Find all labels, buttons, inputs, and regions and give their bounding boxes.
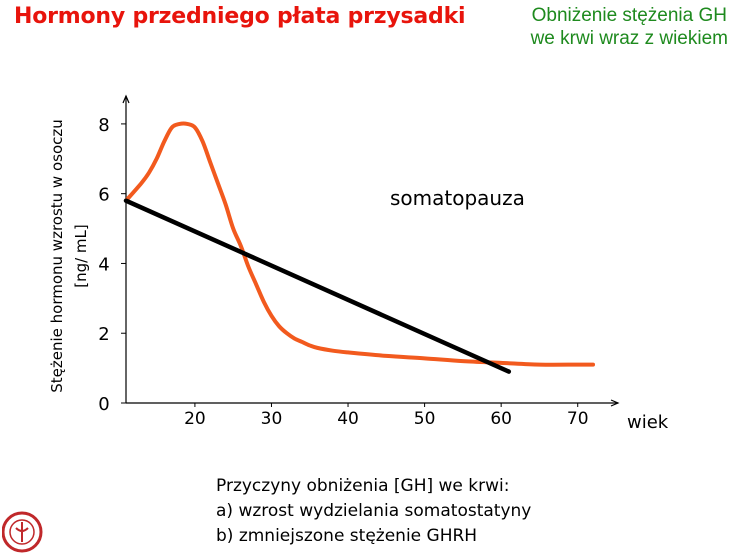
x-axis-arrow (610, 399, 620, 407)
y-axis-label-line-2: [ng/ mL] (72, 224, 90, 288)
x-tick-label: 20 (184, 409, 206, 429)
x-tick-label: 60 (490, 409, 512, 429)
trend-line (123, 198, 512, 374)
chart-annotation: somatopauza (390, 186, 525, 210)
subtitle-line-1: Obniżenie stężenia GH (531, 5, 727, 26)
page-subtitle: Obniżenie stężenia GH we krwi wraz z wie… (531, 4, 728, 50)
y-tick-label: 2 (98, 324, 109, 345)
university-seal-icon (2, 511, 43, 553)
subtitle-line-2: we krwi wraz z wiekiem (530, 28, 728, 49)
cause-item-a: a) wzrost wydzielania somatostatyny (216, 501, 532, 521)
y-tick-label: 0 (98, 394, 109, 415)
causes-heading: Przyczyny obniżenia [GH] we krwi: (216, 476, 510, 496)
page-title: Hormony przedniego płata przysadki (14, 4, 466, 29)
x-tick-label: 30 (261, 409, 283, 429)
y-tick-label: 8 (98, 115, 109, 136)
gh-curve-line (124, 121, 596, 367)
gh-age-chart: 0 2 4 6 8 20 30 40 50 60 70 Stężenie hormonu wzros… (48, 94, 669, 433)
y-tick-label: 6 (98, 185, 109, 206)
y-tick-label: 4 (98, 254, 109, 275)
cause-item-b: b) zmniejszone stężenie GHRH (216, 526, 478, 546)
chart-ticks: 0 2 4 6 8 20 30 40 50 60 70 (98, 115, 588, 429)
causes-list: Przyczyny obniżenia [GH] we krwi: a) wzr… (216, 474, 531, 549)
x-tick-label: 40 (337, 409, 359, 429)
x-axis-label: wiek (627, 412, 669, 433)
x-tick-label: 70 (567, 409, 589, 429)
chart-axes (122, 94, 620, 407)
x-tick-label: 50 (414, 409, 436, 429)
y-axis-label-line-1: Stężenie hormonu wzrostu w osoczu (48, 119, 66, 393)
y-axis-arrow (122, 94, 130, 104)
chart-series (123, 121, 596, 374)
